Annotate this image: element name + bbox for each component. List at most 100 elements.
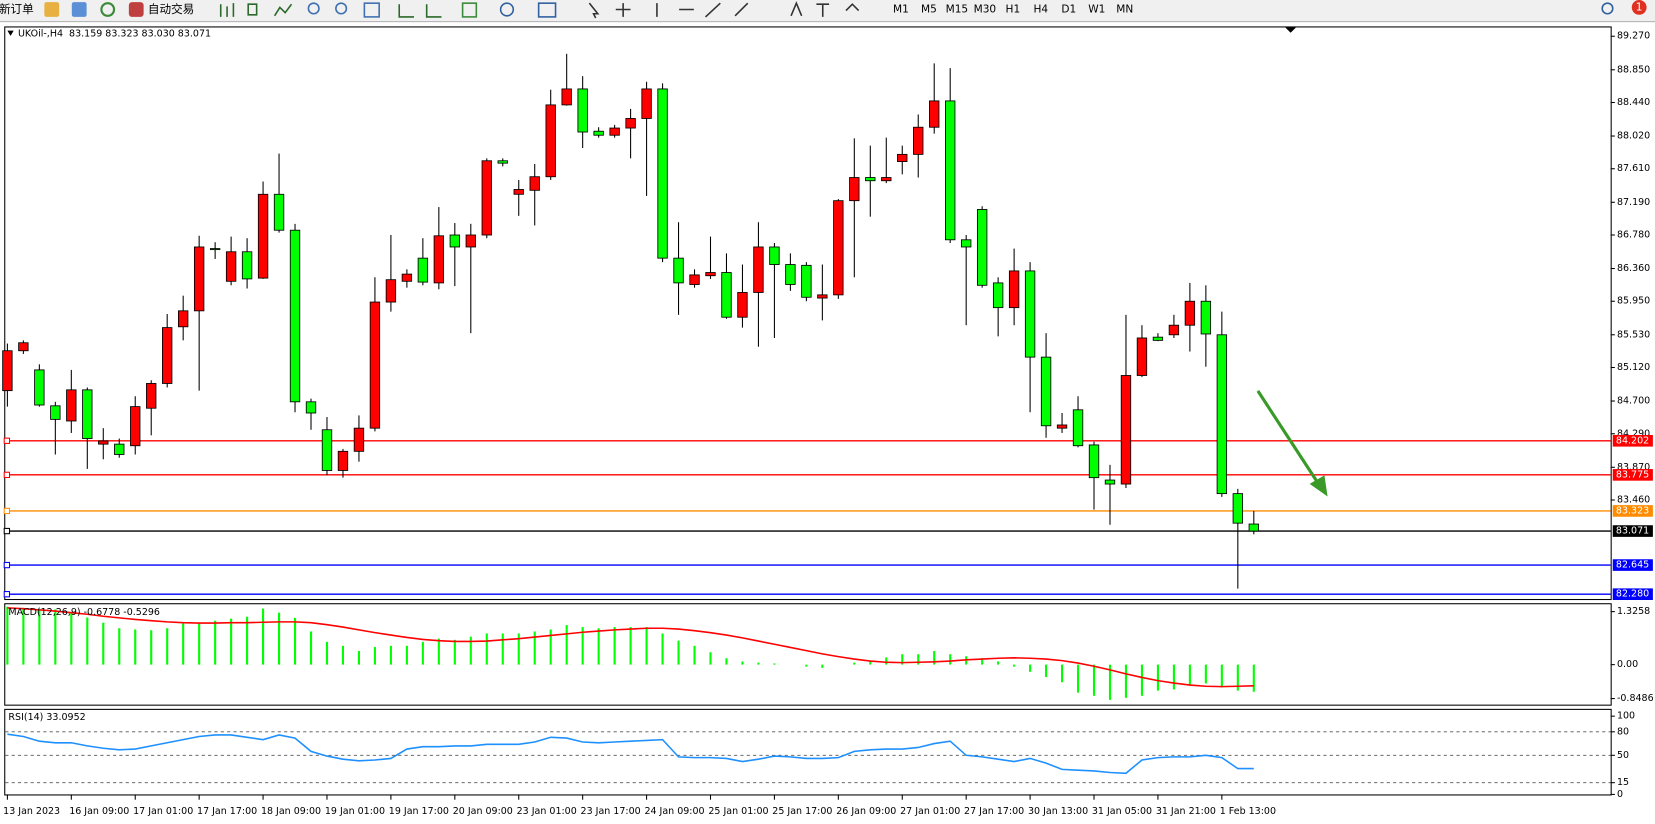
icon[interactable]	[71, 2, 87, 17]
candle-body	[769, 246, 780, 265]
candle-body	[98, 440, 109, 445]
candle-body	[481, 160, 492, 236]
y-tick-label: 80	[1617, 726, 1629, 737]
icon[interactable]	[307, 2, 320, 15]
candle-body	[417, 257, 429, 283]
icon[interactable]	[461, 2, 478, 18]
candle-body	[1232, 493, 1244, 524]
candle-body	[976, 209, 988, 286]
icon[interactable]	[537, 2, 557, 18]
candle-body	[385, 279, 397, 303]
level-label-bg	[1612, 559, 1653, 571]
timeframe-button[interactable]: M30	[974, 4, 997, 16]
y-tick-label: -0.8486	[1617, 693, 1654, 704]
candle-body	[721, 272, 732, 318]
timeframe-button[interactable]: H1	[1006, 4, 1021, 16]
y-tick-label: 0	[1617, 789, 1623, 800]
level-anchor	[3, 507, 11, 515]
y-tick-label: 83.460	[1617, 495, 1650, 506]
y-tick-label: 88.020	[1617, 131, 1650, 142]
candle-body	[193, 246, 205, 312]
y-tick-label: 85.950	[1617, 296, 1650, 307]
candle-body	[785, 264, 796, 285]
level-label-bg	[1612, 505, 1653, 517]
new-order-button[interactable]: 新订单	[0, 2, 34, 16]
chart-type-icons[interactable]	[219, 1, 860, 19]
search-icon[interactable]	[1601, 2, 1614, 15]
level-anchor	[3, 527, 11, 535]
icon[interactable]	[615, 1, 860, 18]
y-tick-label: 88.850	[1617, 64, 1650, 75]
y-tick-label: 86.780	[1617, 230, 1650, 241]
candle-body	[960, 239, 972, 248]
candle-body	[737, 292, 748, 318]
candle-body	[1072, 409, 1084, 447]
candle-body	[1136, 337, 1148, 376]
annotation-arrow	[1256, 390, 1328, 497]
icon[interactable]	[273, 3, 293, 17]
x-tick-label: 23 Jan 17:00	[581, 806, 641, 817]
candle-body	[945, 100, 956, 241]
candle-body	[1120, 375, 1132, 485]
timeframe-button[interactable]: H4	[1034, 4, 1049, 16]
candle-body	[801, 264, 812, 298]
icon[interactable]	[425, 4, 442, 18]
timeframe-button[interactable]: M5	[921, 4, 937, 16]
timeframe-button[interactable]: M1	[893, 4, 909, 16]
icon[interactable]	[499, 2, 515, 17]
x-tick-label: 25 Jan 17:00	[772, 806, 832, 817]
chart-shift-marker	[1285, 27, 1296, 33]
auto-trading-icon[interactable]	[128, 2, 144, 17]
candle-body	[561, 88, 572, 106]
candle-body	[82, 389, 93, 439]
candle-body	[1184, 300, 1196, 326]
toolbar: 新订单 自动交易 M1 M5 M15 M30 H1 H4 D1 W1 MN 1	[0, 0, 1655, 23]
x-tick-label: 30 Jan 13:00	[1028, 806, 1088, 817]
level-label-bg	[1612, 434, 1653, 447]
candle-body	[66, 389, 77, 422]
candle-body	[353, 427, 365, 452]
icon[interactable]	[363, 2, 380, 18]
candle-body	[497, 160, 508, 164]
x-tick-label: 16 Jan 09:00	[69, 806, 129, 817]
timeframe-button[interactable]: D1	[1061, 4, 1076, 16]
icon[interactable]	[247, 3, 258, 16]
candle-body	[992, 282, 1004, 309]
icon[interactable]	[335, 2, 348, 15]
candle-body	[705, 272, 716, 277]
x-tick-label: 31 Jan 21:00	[1156, 806, 1216, 817]
rsi-panel	[4, 708, 1612, 796]
icon[interactable]	[219, 3, 235, 17]
icon[interactable]	[100, 2, 116, 17]
chart-bg	[0, 23, 1655, 824]
candle-body	[897, 153, 908, 162]
icon[interactable]	[588, 2, 600, 19]
x-tick-label: 17 Jan 17:00	[197, 806, 257, 817]
timeframe-button[interactable]: M15	[946, 4, 969, 16]
candle-body	[289, 229, 301, 403]
icon[interactable]	[398, 4, 415, 18]
plot: 89.270 88.850 88.440 88.020 87.610 87.190 86.7…	[2, 31, 1654, 817]
notification-badge[interactable]	[1631, 0, 1647, 15]
x-tick-label: 20 Jan 09:00	[453, 806, 513, 817]
candle-body	[529, 176, 540, 191]
macd-title: MACD(12,26,9) -0.6778 -0.5296	[8, 607, 160, 618]
candle-body	[130, 406, 141, 447]
x-tick-label: 26 Jan 09:00	[836, 806, 896, 817]
candle-body	[817, 294, 828, 299]
timeframe-button[interactable]: W1	[1088, 4, 1105, 16]
level-label: 83.323	[1616, 505, 1649, 516]
icon[interactable]	[44, 2, 60, 17]
level-label-bg	[1612, 525, 1653, 537]
auto-trading-button[interactable]: 自动交易	[148, 2, 194, 16]
timeframe-button[interactable]: MN	[1116, 4, 1133, 16]
y-tick-label: 1.3258	[1617, 606, 1650, 617]
level-label-bg	[1612, 469, 1653, 481]
level-label: 83.775	[1616, 469, 1649, 480]
candle-body	[625, 118, 636, 129]
y-tick-label: 100	[1617, 711, 1635, 722]
macd-panel	[4, 603, 1612, 706]
candle-body	[753, 246, 764, 293]
level-label: 83.071	[1616, 526, 1649, 537]
